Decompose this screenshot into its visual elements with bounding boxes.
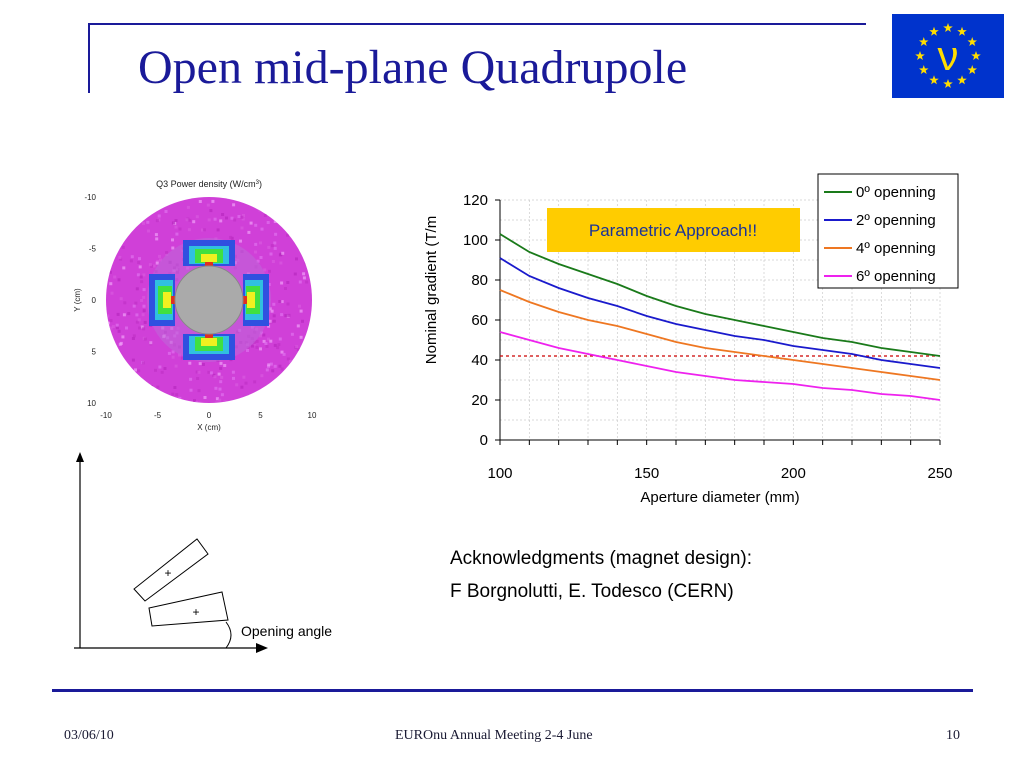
chart-ytick-label: 60	[471, 312, 488, 329]
star-icon	[967, 65, 977, 74]
chart-xlabel: Aperture diameter (mm)	[640, 489, 799, 506]
chart-xtick-label: 150	[634, 465, 659, 482]
chart-xtick-label: 200	[781, 465, 806, 482]
star-icon	[929, 75, 939, 85]
power-map-xtick: 5	[258, 411, 263, 420]
footer-rule	[52, 689, 973, 692]
acknowledgments-names: F Borgnolutti, E. Todesco (CERN)	[450, 581, 734, 602]
series-line	[499, 233, 941, 357]
lower-coil-block	[148, 591, 229, 627]
top-rule	[88, 23, 866, 25]
lower-block-center-marker: +	[192, 605, 199, 619]
callout-text: Parametric Approach!!	[589, 221, 757, 240]
coil-sector	[183, 240, 235, 266]
star-icon	[915, 51, 925, 60]
opening-angle-label: Opening angle	[241, 623, 332, 639]
star-icon	[957, 26, 967, 36]
power-map-xtick: -5	[154, 411, 162, 420]
chart-xtick-label: 250	[927, 465, 952, 482]
chart-ytick-label: 80	[471, 272, 488, 289]
acknowledgments-heading: Acknowledgments (magnet design):	[450, 548, 753, 569]
power-map-ytick: -5	[89, 245, 97, 254]
power-map-xtick: 0	[207, 411, 212, 420]
slide-title: Open mid-plane Quadrupole	[138, 41, 688, 94]
nu-letter: ν	[938, 32, 959, 79]
upper-coil-block	[133, 538, 209, 602]
power-map-xlabel: X (cm)	[197, 423, 221, 432]
angle-arc	[225, 621, 232, 649]
upper-block-center-marker: +	[164, 566, 171, 580]
coil-sector	[243, 274, 269, 326]
power-map-ytick: 0	[92, 296, 97, 305]
power-density-map: Q3 Power density (W/cm3) -10 -5 0 5 10 -10 -5…	[73, 179, 317, 432]
power-map-xtick: -10	[100, 411, 112, 420]
chart-ytick-label: 40	[471, 352, 488, 369]
star-icon	[929, 26, 939, 36]
power-map-title: Q3 Power density (W/cm3)	[156, 179, 262, 189]
euronu-logo: ν	[892, 14, 1004, 98]
chart-ylabel: Nominal gradient (T/m	[423, 216, 440, 364]
power-map-ytick: 5	[92, 348, 97, 357]
legend-label: 6º openning	[856, 268, 936, 285]
series-line	[499, 331, 941, 401]
chart-legend: 0º openning 2º openning 4º openning 6º open…	[817, 173, 959, 289]
star-icon	[943, 79, 953, 88]
power-map-ytick: 10	[87, 399, 96, 408]
footer-event: EUROnu Annual Meeting 2-4 June	[395, 728, 593, 743]
star-icon	[957, 75, 967, 85]
coil-sector	[183, 334, 235, 360]
chart-xtick-label: 100	[487, 465, 512, 482]
y-axis-arrowhead	[76, 452, 84, 462]
opening-angle-diagram: + + Opening angle	[74, 452, 332, 653]
chart-ytick-label: 120	[463, 192, 488, 209]
legend-label: 4º openning	[856, 240, 936, 257]
coil-sector	[149, 274, 175, 326]
power-map-xtick: 10	[308, 411, 317, 420]
parametric-approach-callout: Parametric Approach!!	[547, 208, 800, 252]
power-map-ytick: -10	[84, 193, 96, 202]
series-line	[499, 257, 941, 369]
power-map-ylabel: Y (cm)	[73, 288, 82, 312]
footer-date: 03/06/10	[64, 728, 114, 743]
page-number: 10	[946, 728, 960, 743]
chart-ytick-label: 0	[480, 432, 488, 449]
legend-label: 2º openning	[856, 212, 936, 229]
star-icon	[967, 37, 977, 46]
chart-ytick-label: 20	[471, 392, 488, 409]
star-icon	[919, 65, 929, 74]
star-icon	[971, 51, 981, 60]
star-icon	[943, 23, 953, 32]
legend-label: 0º openning	[856, 184, 936, 201]
series-line	[499, 289, 941, 381]
star-icon	[919, 37, 929, 46]
x-axis-arrowhead	[256, 643, 268, 653]
title-accent-bar	[88, 23, 90, 93]
chart-ytick-label: 100	[463, 232, 488, 249]
gradient-chart: 0 20 40 60 80 100 120 100 150 200 250 Aperture di…	[423, 173, 959, 506]
